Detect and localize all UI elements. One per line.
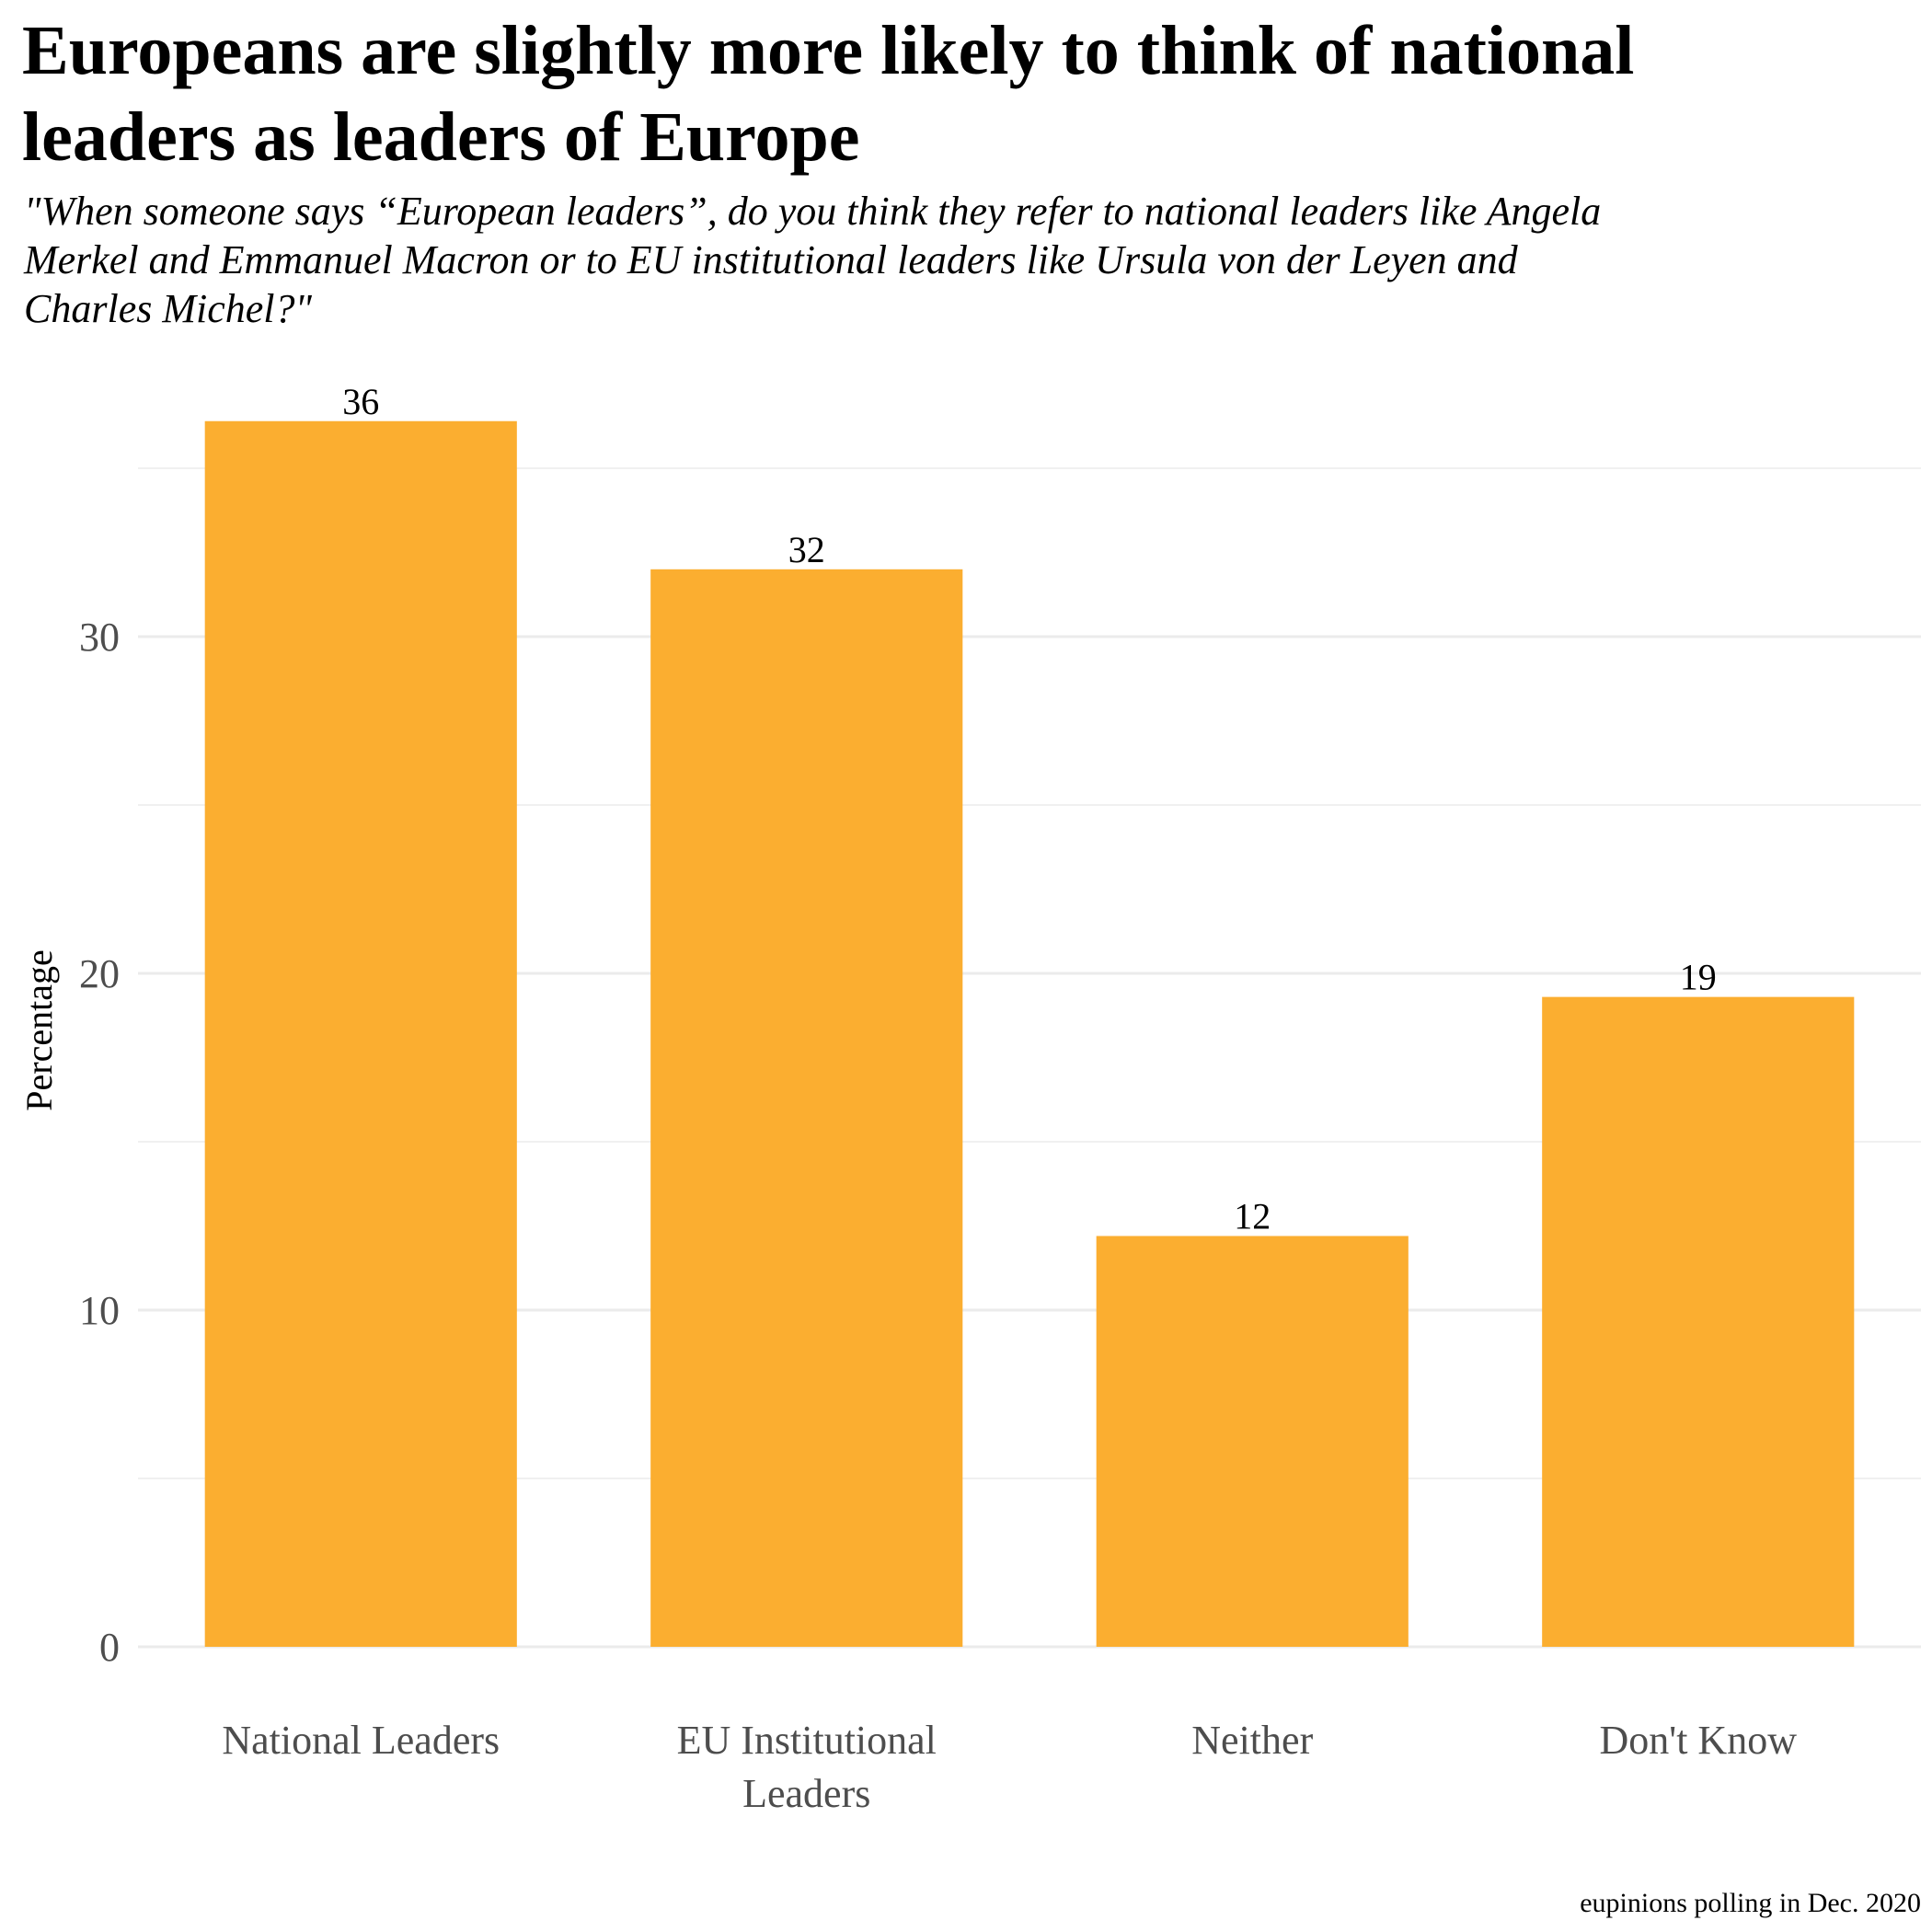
bar [1096, 1236, 1409, 1647]
chart-title: Europeans are slightly more likely to th… [22, 12, 1634, 176]
x-axis-ticks: National Leaders EU Institutional Leaders N… [222, 1718, 1797, 1816]
data-labels: 36 32 12 19 [342, 381, 1717, 1237]
y-tick-label: 10 [79, 1288, 120, 1333]
chart-subtitle-line: Charles Michel?" [24, 286, 313, 331]
bar-value-label: 36 [342, 381, 379, 422]
y-tick-label: 30 [79, 615, 120, 660]
x-tick-label: EU Institutional [677, 1718, 937, 1763]
bar [1542, 996, 1855, 1647]
chart-subtitle: "When someone says “European leaders”, d… [23, 189, 1601, 331]
chart-subtitle-line: Merkel and Emmanuel Macron or to EU inst… [23, 237, 1519, 282]
y-tick-label: 0 [99, 1625, 120, 1670]
bars [204, 420, 1855, 1647]
x-tick-label: Leaders [742, 1771, 870, 1816]
x-tick-label: Neither [1191, 1718, 1313, 1763]
chart-subtitle-line: "When someone says “European leaders”, d… [24, 189, 1601, 234]
chart-title-line: leaders as leaders of Europe [22, 98, 860, 176]
y-axis-ticks: 0 10 20 30 [79, 615, 120, 1670]
bar-value-label: 32 [788, 529, 825, 570]
chart-title-line: Europeans are slightly more likely to th… [22, 12, 1634, 89]
x-tick-label: National Leaders [222, 1718, 500, 1763]
bar [204, 420, 517, 1647]
x-tick-label: Don't Know [1600, 1718, 1798, 1763]
bar-value-label: 19 [1680, 957, 1717, 998]
bar [650, 569, 963, 1647]
chart-caption: eupinions polling in Dec. 2020 [1580, 1888, 1921, 1918]
y-axis-title: Percentage [18, 949, 60, 1110]
bar-value-label: 12 [1234, 1195, 1271, 1236]
y-tick-label: 20 [79, 951, 120, 996]
